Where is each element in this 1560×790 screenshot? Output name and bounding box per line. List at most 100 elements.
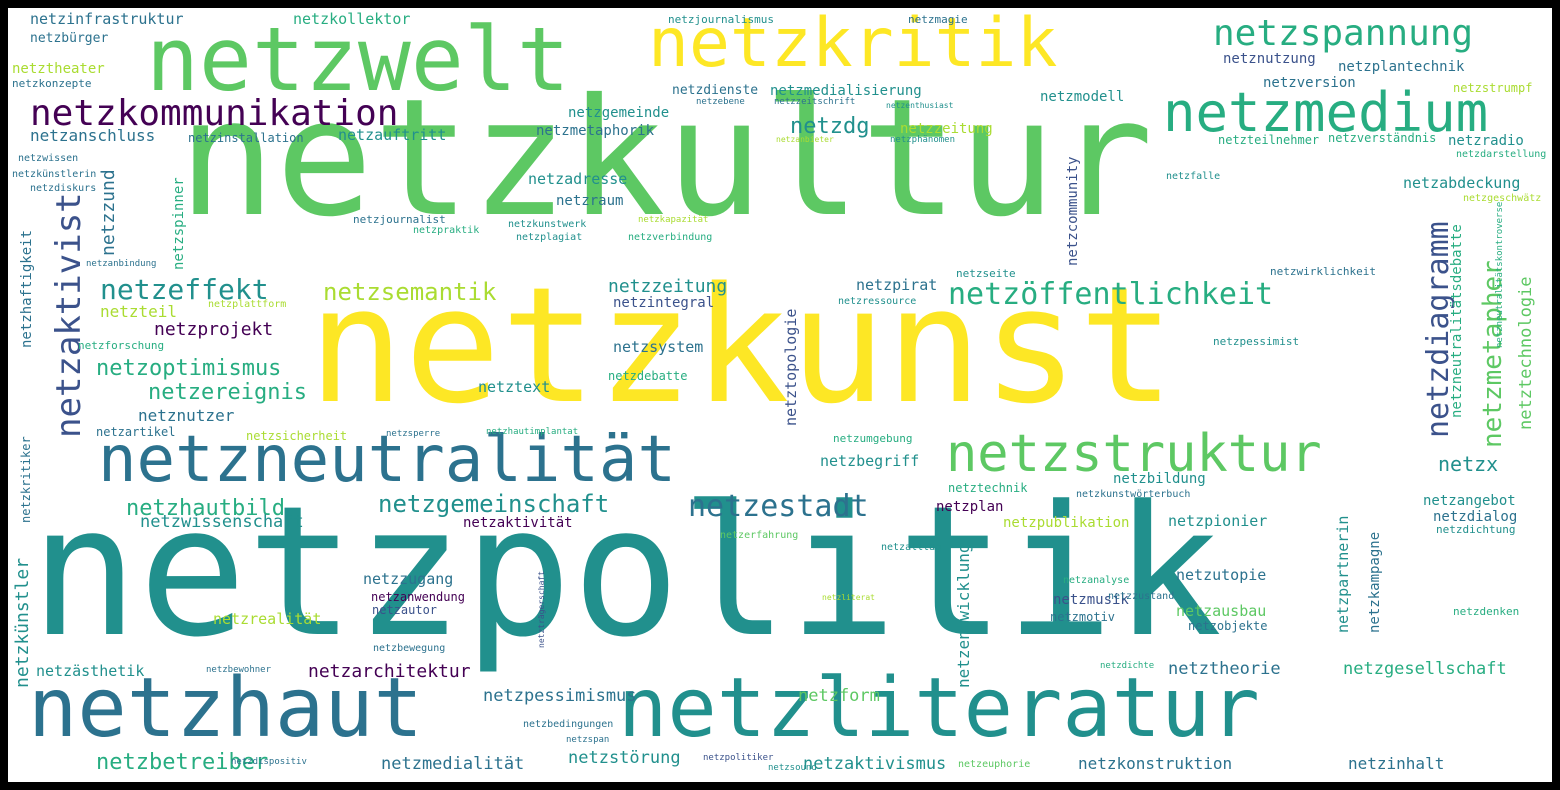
- word-netzumgebung: netzumgebung: [833, 432, 913, 445]
- word-netzkunst: netzkunst: [308, 252, 1175, 439]
- word-netzinhalt: netzinhalt: [1348, 754, 1445, 773]
- word-netzeuphorie: netzeuphorie: [958, 759, 1031, 770]
- word-netzrealitat: netzrealität: [213, 610, 322, 628]
- word-netzinfrastruktur: netzinfrastruktur: [30, 10, 184, 28]
- word-netzebene: netzebene: [696, 97, 745, 107]
- word-netzmagie: netzmagie: [908, 13, 968, 26]
- word-netzpionier: netzpionier: [1168, 512, 1268, 530]
- word-netzgesellschaft: netzgesellschaft: [1343, 659, 1507, 679]
- word-netzmedialitat: netzmedialität: [381, 754, 525, 774]
- word-netzspinner: netzspinner: [171, 177, 187, 270]
- word-netzsemantik: netzsemantik: [323, 278, 497, 306]
- word-netzkapazitat: netzkapazität: [638, 215, 709, 225]
- word-netzobjekte: netzobjekte: [1188, 619, 1268, 633]
- word-netzpraktik: netzpraktik: [413, 225, 480, 236]
- word-netzereignis: netzereignis: [148, 380, 307, 405]
- word-netzaktivitat: netzaktivität: [463, 515, 573, 531]
- word-netzaktivist: netzaktivist: [49, 192, 89, 438]
- word-netznutzer: netznutzer: [138, 406, 235, 425]
- word-netzausbau: netzausbau: [1176, 602, 1267, 620]
- word-netznutzung: netznutzung: [1223, 51, 1316, 67]
- word-netzentwicklung: netzentwicklung: [954, 543, 973, 689]
- word-netzarchitektur: netzarchitektur: [308, 661, 471, 682]
- word-netzpartnerin: netzpartnerin: [1334, 515, 1352, 633]
- word-netzkampagne: netzkampagne: [1367, 531, 1383, 633]
- word-netztechnik: netztechnik: [948, 481, 1028, 495]
- word-netzmetaphorik: netzmetaphorik: [536, 123, 655, 139]
- word-netzkunstlerin: netzkünstlerin: [12, 169, 97, 180]
- word-netztopologie: netztopologie: [782, 308, 800, 426]
- word-netzpolitik: netzpolitik: [30, 468, 1223, 677]
- word-netzerfahrung: netzerfahrung: [720, 530, 799, 541]
- word-netzalltag: netzalltag: [881, 542, 942, 553]
- word-netzenthusiast: netzenthusiast: [886, 101, 954, 110]
- word-netzdg: netzdg: [790, 114, 870, 139]
- word-netzneutralitat: netzneutralität: [98, 423, 676, 497]
- word-netzmedialisierung: netzmedialisierung: [770, 83, 922, 99]
- word-netzfalle: netzfalle: [1166, 171, 1221, 182]
- word-netzspan: netzspan: [566, 735, 610, 745]
- word-netzpirat: netzpirat: [856, 276, 938, 294]
- word-netzanwendung: netzanwendung: [371, 590, 465, 604]
- word-netzanschluss: netzanschluss: [30, 126, 156, 145]
- word-netzkunstwerk: netzkunstwerk: [508, 219, 587, 230]
- word-netzhautimplantat: netzhautimplantat: [486, 427, 579, 437]
- word-netzliteratur: netzliteratur: [618, 661, 1260, 756]
- word-netzstrumpf: netzstrumpf: [1453, 81, 1533, 95]
- word-netzcommunity: netzcommunity: [1065, 156, 1081, 266]
- word-netzkultur: netzkultur: [178, 65, 1154, 253]
- word-netzkommunikation: netzkommunikation: [30, 93, 399, 134]
- word-netzplagiat: netzplagiat: [516, 232, 583, 243]
- word-netzestadt: netzestadt: [688, 489, 869, 524]
- word-netztechnologie: netztechnologie: [1516, 276, 1536, 430]
- word-netzressource: netzressource: [838, 296, 917, 307]
- word-netzhautbild: netzhautbild: [126, 496, 285, 521]
- word-netzplan: netzplan: [936, 499, 1004, 515]
- word-netzphanomen: netzphänomen: [890, 135, 956, 145]
- word-netzoptimismus: netzoptimismus: [96, 356, 282, 381]
- word-netzforschung: netzforschung: [78, 339, 165, 352]
- word-netzjournalismus: netzjournalismus: [668, 13, 774, 26]
- word-netzneutralitatskontroverse: netzneutralitätskontroverse: [1495, 201, 1505, 348]
- word-netzpublikation: netzpublikation: [1003, 515, 1130, 531]
- word-netzanbindung: netzanbindung: [86, 259, 157, 269]
- word-netzmedium: netzmedium: [1163, 81, 1489, 144]
- word-netzdiskurs: netzdiskurs: [30, 183, 97, 194]
- word-netzsystem: netzsystem: [613, 338, 704, 356]
- word-netzgeschwatz: netzgeschwätz: [1463, 193, 1542, 204]
- word-netzverstandnis: netzverständnis: [1328, 131, 1437, 145]
- word-netzplantechnik: netzplantechnik: [1338, 59, 1465, 75]
- word-netzabdeckung: netzabdeckung: [1403, 174, 1521, 192]
- word-netzradio: netzradio: [1448, 133, 1524, 149]
- word-netzintegral: netzintegral: [613, 295, 715, 311]
- word-netzzeitung: netzzeitung: [900, 121, 993, 137]
- word-netzanalyse: netzanalyse: [1063, 575, 1130, 586]
- word-netzhaut: netzhaut: [28, 661, 423, 756]
- word-netzwirklichkeit: netzwirklichkeit: [1270, 265, 1376, 278]
- word-netzversion: netzversion: [1263, 75, 1356, 91]
- word-netzbewegung: netzbewegung: [373, 643, 446, 654]
- word-netzx: netzx: [1438, 452, 1499, 476]
- word-netzpessimist: netzpessimist: [1213, 335, 1300, 348]
- word-netzangebot: netzangebot: [1423, 493, 1516, 509]
- word-netzauftritt: netzauftritt: [338, 126, 447, 144]
- word-netzmotiv: netzmotiv: [1050, 610, 1116, 624]
- word-netzjournalist: netzjournalist: [353, 213, 446, 226]
- word-netzspannung: netzspannung: [1213, 13, 1474, 54]
- word-netzburger: netzbürger: [30, 31, 109, 46]
- word-netzbetreiber: netzbetreiber: [96, 750, 269, 775]
- word-netzteil: netzteil: [100, 302, 178, 321]
- word-netzstruktur: netzstruktur: [946, 424, 1322, 484]
- word-netzkunstworterbuch: netzkunstwörterbuch: [1076, 489, 1191, 500]
- word-netzneutralitatsdebatte: netzneutralitätsdebatte: [1449, 224, 1465, 418]
- word-netzbewohner: netzbewohner: [206, 665, 272, 675]
- word-netzkonstruktion: netzkonstruktion: [1078, 754, 1233, 773]
- word-netzdispositiv: netzdispositiv: [231, 757, 307, 767]
- word-netzseite: netzseite: [956, 267, 1016, 280]
- word-netzkollektor: netzkollektor: [293, 10, 411, 28]
- word-netzdienste: netzdienste: [672, 83, 759, 98]
- word-netztragerschaft: netzträgerschaft: [537, 570, 546, 648]
- word-netzpessimismus: netzpessimismus: [483, 686, 637, 706]
- word-netzsperre: netzsperre: [386, 429, 441, 439]
- word-netzdichte: netzdichte: [1100, 661, 1155, 671]
